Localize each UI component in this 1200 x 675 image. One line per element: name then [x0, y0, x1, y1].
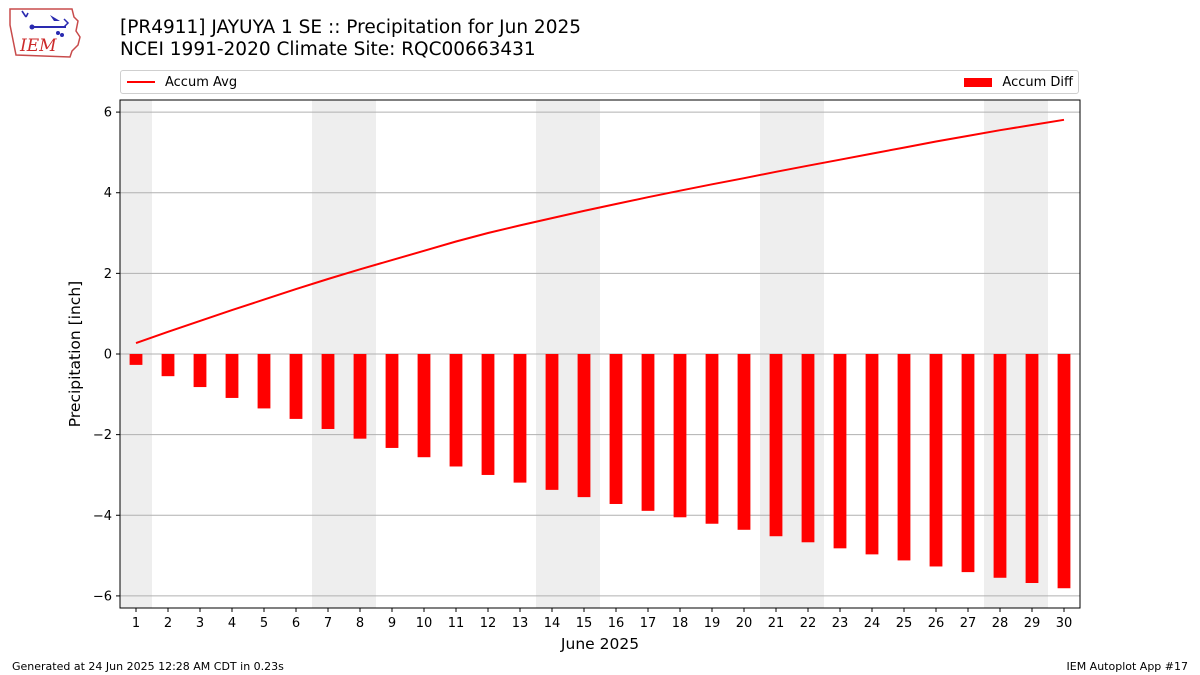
line-accum-avg	[135, 118, 1065, 345]
x-tick-label: 13	[512, 616, 529, 631]
iem-logo: IEM	[9, 8, 81, 58]
chart-legend: Accum Avg Accum Diff	[120, 70, 1079, 94]
legend-entry-accum-avg: Accum Avg	[127, 71, 237, 93]
chart-subtitle: NCEI 1991-2020 Climate Site: RQC00663431	[120, 39, 536, 60]
x-tick-label: 24	[864, 616, 881, 631]
x-tick-label: 19	[704, 616, 721, 631]
bar-accum-diff	[897, 354, 911, 561]
bar-accum-diff	[769, 354, 783, 537]
bar-accum-diff	[929, 354, 943, 567]
x-tick-label: 7	[324, 616, 332, 631]
x-tick-label: 28	[992, 616, 1009, 631]
y-tick-label: −6	[93, 589, 112, 604]
bar-accum-diff	[321, 354, 335, 429]
y-tick-label: −2	[93, 428, 112, 443]
bar-accum-diff	[737, 354, 751, 530]
bar-accum-diff	[961, 354, 975, 573]
x-tick-label: 1	[132, 616, 140, 631]
bar-accum-diff	[577, 354, 591, 498]
x-tick-label: 9	[388, 616, 396, 631]
y-axis-label: Precipitation [inch]	[66, 281, 84, 427]
bar-accum-diff	[641, 354, 655, 511]
x-tick-label: 12	[480, 616, 497, 631]
app-credit: IEM Autoplot App #17	[1066, 660, 1189, 673]
bar-accum-diff	[1025, 354, 1039, 584]
x-tick-label: 27	[960, 616, 977, 631]
x-tick-label: 25	[896, 616, 913, 631]
bar-accum-diff	[257, 354, 271, 409]
bar-accum-diff	[801, 354, 815, 543]
legend-bar-swatch	[964, 77, 993, 87]
y-tick-label: 4	[104, 186, 112, 201]
x-tick-label: 2	[164, 616, 172, 631]
bar-accum-diff	[833, 354, 847, 549]
x-tick-label: 23	[832, 616, 849, 631]
x-axis-label: June 2025	[560, 635, 639, 653]
bar-accum-diff	[609, 354, 623, 504]
x-tick-label: 10	[416, 616, 433, 631]
y-tick-label: 2	[104, 267, 112, 282]
bar-accum-diff	[993, 354, 1007, 578]
x-tick-label: 14	[544, 616, 561, 631]
x-tick-label: 4	[228, 616, 236, 631]
x-tick-label: 21	[768, 616, 785, 631]
plot-frame	[119, 99, 1081, 609]
x-tick-label: 18	[672, 616, 689, 631]
x-tick-label: 20	[736, 616, 753, 631]
bar-accum-diff	[161, 354, 175, 377]
bar-accum-diff	[1057, 354, 1071, 589]
y-tick-label: 6	[104, 106, 112, 121]
legend-line-swatch	[127, 81, 155, 83]
x-tick-label: 6	[292, 616, 300, 631]
bar-accum-diff	[353, 354, 367, 439]
x-tick-label: 3	[196, 616, 204, 631]
legend-label-accum-diff: Accum Diff	[1002, 74, 1073, 90]
x-tick-label: 11	[448, 616, 465, 631]
bar-accum-diff	[385, 354, 399, 448]
bar-accum-diff	[449, 354, 463, 467]
legend-entry-accum-diff: Accum Diff	[964, 71, 1073, 93]
x-tick-label: 8	[356, 616, 364, 631]
x-tick-label: 17	[640, 616, 657, 631]
bar-accum-diff	[705, 354, 719, 524]
x-tick-label: 15	[576, 616, 593, 631]
legend-label-accum-avg: Accum Avg	[165, 74, 238, 90]
x-tick-label: 26	[928, 616, 945, 631]
y-tick-label: −4	[93, 509, 112, 524]
x-tick-label: 16	[608, 616, 625, 631]
bar-accum-diff	[129, 354, 143, 365]
bar-accum-diff	[225, 354, 239, 398]
x-tick-label: 22	[800, 616, 817, 631]
bar-accum-diff	[513, 354, 527, 483]
x-tick-label: 29	[1024, 616, 1041, 631]
chart-title: [PR4911] JAYUYA 1 SE :: Precipitation fo…	[120, 17, 582, 38]
y-tick-label: 0	[104, 348, 112, 363]
bar-accum-diff	[193, 354, 207, 388]
x-tick-label: 30	[1056, 616, 1073, 631]
bar-accum-diff	[289, 354, 303, 419]
bar-accum-diff	[865, 354, 879, 555]
bar-accum-diff	[673, 354, 687, 518]
x-tick-label: 5	[260, 616, 268, 631]
bar-accum-diff	[481, 354, 495, 475]
generated-timestamp: Generated at 24 Jun 2025 12:28 AM CDT in…	[12, 660, 284, 673]
logo-text: IEM	[19, 36, 57, 56]
bar-accum-diff	[417, 354, 431, 458]
bar-accum-diff	[545, 354, 559, 490]
